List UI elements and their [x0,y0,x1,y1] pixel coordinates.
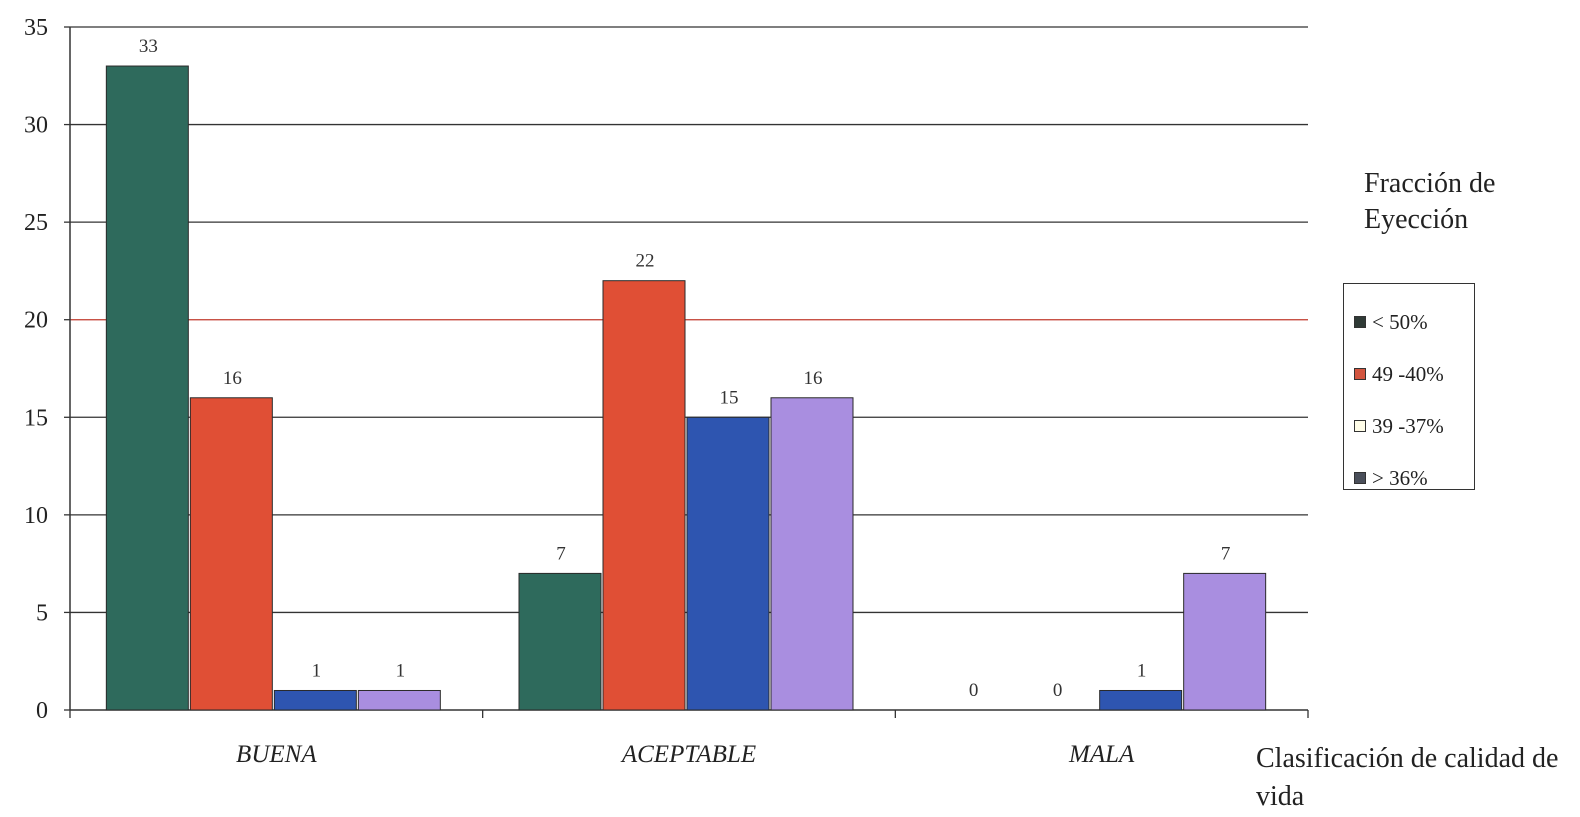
bar [357,689,441,711]
bar [105,65,189,711]
legend: < 50% 49 -40% 39 -37% > 36% [1343,283,1475,490]
legend-label-lt50: < 50% [1372,309,1428,334]
category-label: ACEPTABLE [620,741,756,768]
bar [686,416,770,711]
y-tick-label: 15 [24,405,48,431]
y-tick-label: 10 [24,503,48,529]
legend-label-gt36: > 36% [1372,465,1428,490]
y-tick-label: 35 [24,15,48,41]
legend-item-49-40: 49 -40% [1344,348,1474,400]
legend-label-49-40: 49 -40% [1372,361,1444,386]
data-label: 1 [1137,660,1147,681]
data-label: 0 [969,680,979,701]
category-label: BUENA [236,741,317,768]
data-label: 22 [636,251,655,272]
bar [189,397,273,711]
y-tick-label: 25 [24,210,48,236]
data-label: 16 [223,368,242,389]
legend-title: Fracción de Eyección [1364,168,1496,235]
data-label: 1 [396,660,406,681]
bar [770,397,854,711]
legend-swatch-39-37 [1354,420,1366,432]
data-label: 16 [804,368,823,389]
data-label: 1 [312,660,322,681]
legend-item-39-37: 39 -37% [1344,400,1474,452]
y-tick-label: 30 [24,113,48,139]
y-tick-label: 5 [36,600,48,626]
legend-item-gt36: > 36% [1344,452,1474,504]
bar [1099,689,1183,711]
bar [1183,572,1267,711]
y-tick-label: 20 [24,308,48,334]
y-tick-label: 0 [36,698,48,724]
category-label: MALA [1068,741,1135,768]
data-label: 33 [139,36,158,57]
bar [273,689,357,711]
legend-swatch-49-40 [1354,368,1366,380]
data-label: 15 [720,387,739,408]
legend-label-39-37: 39 -37% [1372,413,1444,438]
data-label: 7 [556,543,566,564]
data-label: 0 [1053,680,1063,701]
x-axis-title: Clasificación de calidad de vida [1256,743,1559,812]
data-label: 7 [1221,543,1231,564]
bar [602,280,686,711]
bar [518,572,602,711]
legend-swatch-lt50 [1354,316,1366,328]
legend-swatch-gt36 [1354,472,1366,484]
legend-item-lt50: < 50% [1344,296,1474,348]
